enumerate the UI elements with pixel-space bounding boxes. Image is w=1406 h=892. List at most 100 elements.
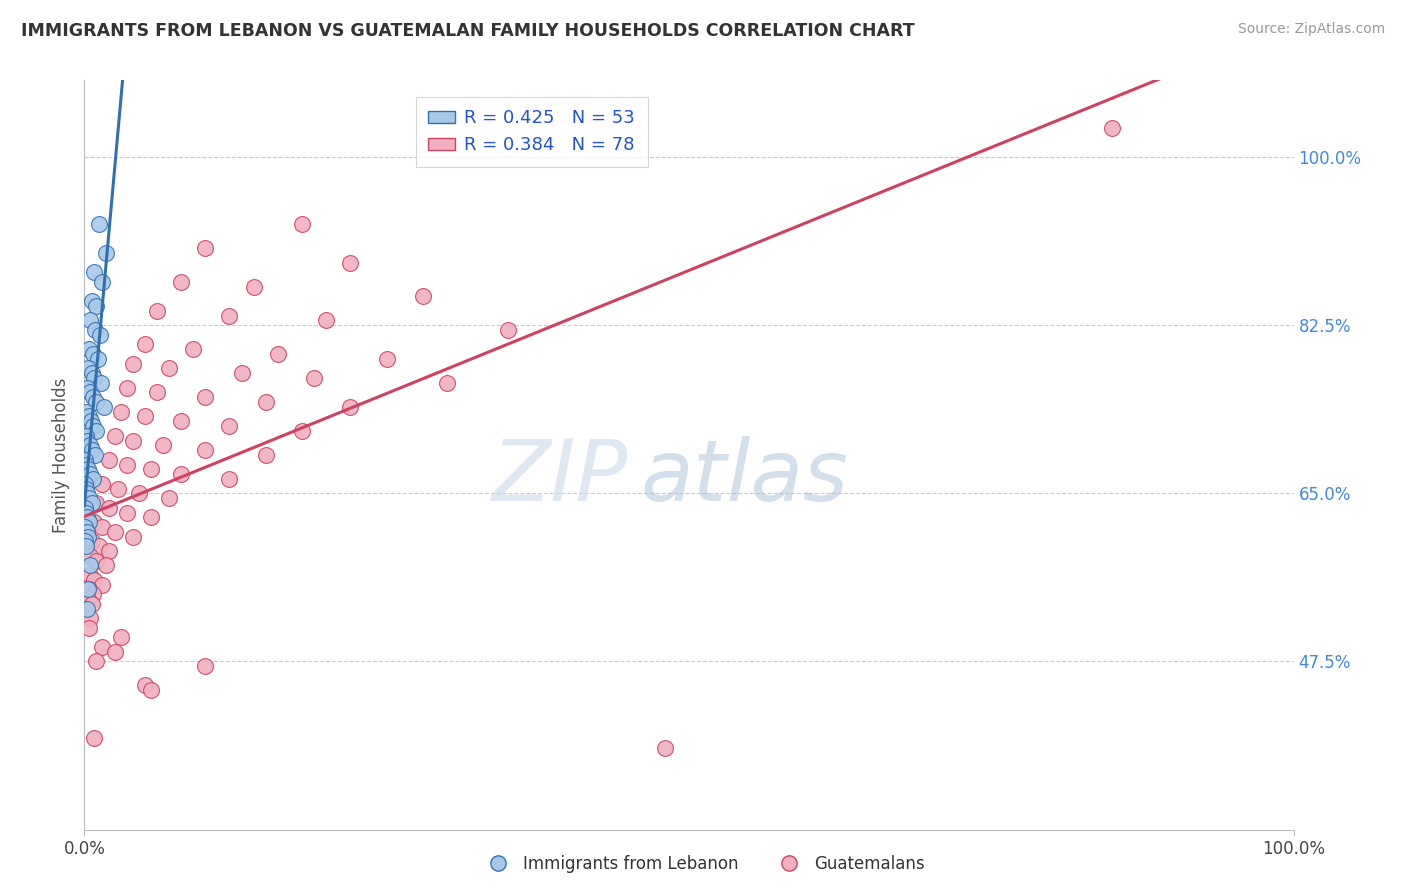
Point xyxy=(339,400,361,414)
Point xyxy=(315,313,337,327)
Point xyxy=(436,376,458,390)
Point xyxy=(104,645,127,659)
Point xyxy=(79,558,101,573)
Point xyxy=(73,476,96,491)
Point xyxy=(90,376,112,390)
Point xyxy=(218,472,240,486)
Point xyxy=(73,452,96,467)
Point xyxy=(194,443,217,458)
Point xyxy=(254,395,277,409)
Point xyxy=(77,462,100,476)
Point xyxy=(77,343,100,357)
Point xyxy=(77,582,100,597)
Point xyxy=(79,438,101,452)
Point xyxy=(146,385,169,400)
Point xyxy=(80,294,103,309)
Point xyxy=(194,659,217,673)
Point xyxy=(75,458,97,472)
Point xyxy=(89,327,111,342)
Legend: Immigrants from Lebanon, Guatemalans: Immigrants from Lebanon, Guatemalans xyxy=(475,848,931,880)
Point xyxy=(84,424,107,438)
Point xyxy=(75,520,97,534)
Point xyxy=(91,476,114,491)
Point xyxy=(146,303,169,318)
Point xyxy=(75,405,97,419)
Point xyxy=(157,361,180,376)
Point xyxy=(80,496,103,510)
Point xyxy=(79,313,101,327)
Point xyxy=(152,438,174,452)
Point xyxy=(412,289,434,303)
Point xyxy=(94,558,117,573)
Point xyxy=(75,539,97,553)
Point xyxy=(91,577,114,591)
Point xyxy=(97,544,120,558)
Point xyxy=(77,515,100,529)
Point xyxy=(97,452,120,467)
Point xyxy=(76,524,98,539)
Point xyxy=(87,539,110,553)
Point xyxy=(110,405,132,419)
Point xyxy=(75,428,97,442)
Point xyxy=(82,419,104,434)
Text: Source: ZipAtlas.com: Source: ZipAtlas.com xyxy=(1237,22,1385,37)
Point xyxy=(86,553,108,567)
Point xyxy=(134,409,156,424)
Point xyxy=(87,218,110,232)
Point xyxy=(82,443,104,458)
Point xyxy=(91,520,114,534)
Point xyxy=(134,337,156,351)
Point xyxy=(170,275,193,289)
Point xyxy=(121,357,143,371)
Point xyxy=(496,323,519,337)
Point xyxy=(86,299,108,313)
Point xyxy=(82,472,104,486)
Point xyxy=(110,631,132,645)
Point xyxy=(375,351,398,366)
Point xyxy=(80,366,103,380)
Point xyxy=(218,309,240,323)
Point xyxy=(104,428,127,442)
Point xyxy=(218,419,240,434)
Point xyxy=(75,506,97,520)
Point xyxy=(302,371,325,385)
Point xyxy=(77,582,100,597)
Point xyxy=(170,467,193,482)
Point xyxy=(76,530,98,544)
Y-axis label: Family Households: Family Households xyxy=(52,377,70,533)
Text: atlas: atlas xyxy=(641,436,849,519)
Point xyxy=(83,265,105,279)
Point xyxy=(83,515,105,529)
Point xyxy=(75,482,97,496)
Point xyxy=(93,400,115,414)
Point xyxy=(83,371,105,385)
Point xyxy=(107,482,129,496)
Point xyxy=(79,467,101,482)
Point xyxy=(1101,121,1123,136)
Point xyxy=(84,323,107,337)
Point xyxy=(139,683,162,698)
Point xyxy=(77,621,100,635)
Point xyxy=(339,256,361,270)
Point xyxy=(194,390,217,404)
Point xyxy=(291,218,314,232)
Point xyxy=(83,731,105,746)
Point xyxy=(128,486,150,500)
Point xyxy=(76,510,98,524)
Point xyxy=(254,448,277,462)
Point xyxy=(82,587,104,601)
Point xyxy=(139,510,162,524)
Point xyxy=(77,592,100,607)
Point xyxy=(82,347,104,361)
Point xyxy=(86,496,108,510)
Point xyxy=(170,414,193,428)
Point xyxy=(80,414,103,428)
Point xyxy=(157,491,180,505)
Point xyxy=(83,448,105,462)
Point xyxy=(115,458,138,472)
Point xyxy=(115,506,138,520)
Point xyxy=(77,361,100,376)
Point xyxy=(76,381,98,395)
Text: IMMIGRANTS FROM LEBANON VS GUATEMALAN FAMILY HOUSEHOLDS CORRELATION CHART: IMMIGRANTS FROM LEBANON VS GUATEMALAN FA… xyxy=(21,22,915,40)
Point xyxy=(76,434,98,448)
